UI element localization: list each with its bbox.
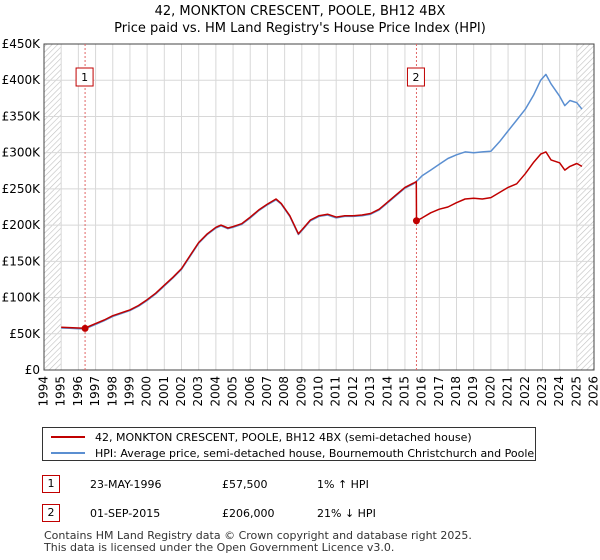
x-tick-label: 2014 (380, 376, 394, 407)
transaction-hpi: 21% ↓ HPI (317, 507, 376, 520)
x-tick-label: 2008 (277, 376, 291, 407)
x-tick-label: 2010 (312, 376, 326, 407)
y-tick-label: £150K (2, 254, 42, 268)
x-tick-label: 2012 (346, 376, 360, 407)
x-tick-label: 1996 (71, 376, 85, 407)
y-tick-label: £350K (2, 109, 42, 123)
x-tick-label: 2009 (294, 376, 308, 407)
transaction-label: 1 (81, 71, 88, 84)
x-tick-label: 1997 (88, 376, 102, 407)
x-tick-label: 2021 (501, 376, 515, 407)
y-tick-label: £450K (2, 37, 42, 51)
transaction-date: 01-SEP-2015 (90, 507, 161, 520)
legend-line-property (51, 436, 85, 438)
x-tick-label: 2017 (432, 376, 446, 407)
y-tick-label: £400K (2, 73, 42, 87)
series-line-property (61, 151, 583, 330)
transaction-marker (412, 217, 420, 225)
legend-label-property: 42, MONKTON CRESCENT, POOLE, BH12 4BX (s… (95, 430, 472, 444)
hatched-region (44, 44, 62, 370)
x-tick-label: 2016 (415, 376, 429, 407)
y-tick-label: £250K (2, 182, 42, 196)
plot-border (43, 43, 595, 371)
x-tick-label: 2020 (483, 376, 497, 407)
transaction-label-box (75, 67, 94, 87)
x-tick-label: 1994 (37, 376, 51, 407)
chart-plot: £0 £50K £100K £150K £200K £250K £300K £350K £400… (2, 37, 600, 407)
x-tick-label: 2018 (449, 376, 463, 407)
x-tick-label: 2025 (569, 376, 583, 407)
legend-label-hpi: HPI: Average price, semi-detached house,… (95, 446, 535, 460)
x-tick-label: 2004 (208, 376, 222, 407)
transaction-badge: 2 (42, 504, 60, 522)
transaction-price: £206,000 (222, 507, 275, 520)
x-tick-label: 2005 (226, 376, 240, 407)
x-tick-label: 2022 (518, 376, 532, 407)
y-tick-label: £300K (2, 146, 42, 160)
chart-title-line1: 42, MONKTON CRESCENT, POOLE, BH12 4BX (154, 4, 446, 19)
x-tick-label: 2000 (140, 376, 154, 407)
legend-item-property: 42, MONKTON CRESCENT, POOLE, BH12 4BX (s… (51, 429, 472, 445)
y-tick-label: £0 (25, 363, 40, 377)
x-tick-label: 2019 (466, 376, 480, 407)
x-tick-label: 2003 (191, 376, 205, 407)
x-tick-label: 2024 (552, 376, 566, 407)
y-tick-label: £200K (2, 218, 42, 232)
chart-title-line2: Price paid vs. HM Land Registry's House … (114, 21, 486, 36)
footer-line1: Contains HM Land Registry data © Crown c… (44, 529, 472, 542)
x-tick-label: 1998 (105, 376, 119, 407)
legend-item-hpi: HPI: Average price, semi-detached house,… (51, 445, 534, 461)
transaction-marker (81, 324, 89, 332)
x-tick-label: 2013 (363, 376, 377, 407)
hatched-region (576, 44, 594, 370)
footer: Contains HM Land Registry data © Crown c… (44, 530, 472, 554)
x-tick-label: 2023 (535, 376, 549, 407)
x-tick-label: 2015 (397, 376, 411, 407)
x-tick-label: 2001 (157, 376, 171, 407)
x-tick-label: 2011 (329, 376, 343, 407)
transaction-price: £57,500 (222, 478, 268, 491)
x-tick-label: 2002 (174, 376, 188, 407)
x-tick-label: 1999 (122, 376, 136, 407)
transaction-label-box (406, 67, 425, 87)
y-tick-label: £100K (2, 291, 42, 305)
x-tick-label: 2006 (243, 376, 257, 407)
x-tick-label: 1995 (54, 376, 68, 407)
y-tick-label: £50K (9, 327, 41, 341)
transaction-hpi: 1% ↑ HPI (317, 478, 369, 491)
x-tick-label: 2026 (587, 376, 600, 407)
footer-line2: This data is licensed under the Open Gov… (44, 541, 395, 554)
transaction-label: 2 (412, 71, 419, 84)
transaction-date: 23-MAY-1996 (90, 478, 162, 491)
transaction-badge: 1 (42, 475, 60, 493)
legend-line-hpi (51, 452, 85, 454)
x-tick-label: 2007 (260, 376, 274, 407)
legend: 42, MONKTON CRESCENT, POOLE, BH12 4BX (s… (42, 427, 536, 461)
